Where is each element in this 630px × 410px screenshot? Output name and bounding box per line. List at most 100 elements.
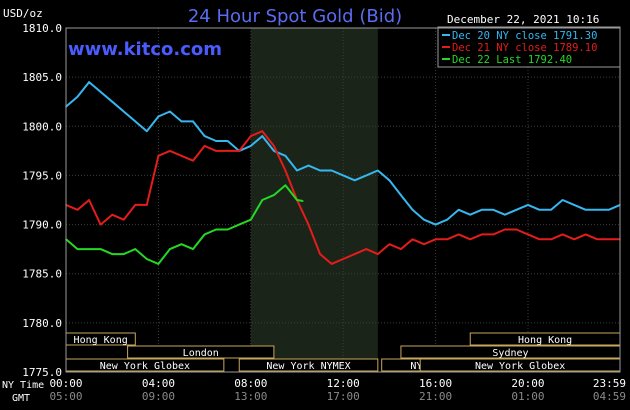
data-point [330, 169, 333, 172]
data-point [596, 238, 599, 241]
data-point [250, 145, 252, 147]
data-point [481, 209, 483, 211]
data-point [273, 150, 275, 152]
data-point [261, 135, 264, 137]
data-point [573, 204, 575, 206]
data-point [504, 228, 506, 231]
x-tick-label-gmt: 17:00 [327, 390, 360, 403]
data-point [400, 194, 402, 196]
data-point [250, 218, 252, 221]
data-point [342, 258, 345, 260]
data-point [261, 199, 264, 201]
chart-title: 24 Hour Spot Gold (Bid) [188, 6, 402, 27]
data-point [319, 253, 321, 255]
data-point [88, 248, 90, 250]
data-point [527, 233, 529, 236]
data-point [284, 169, 287, 172]
data-point [111, 213, 113, 216]
data-point [169, 110, 171, 113]
data-point [134, 204, 137, 206]
data-point [76, 96, 79, 98]
data-point [192, 159, 194, 162]
data-point [99, 91, 102, 93]
data-point [538, 209, 541, 211]
data-point [180, 155, 183, 157]
data-point [122, 253, 125, 255]
session-bar-box [127, 345, 275, 359]
data-point [157, 263, 160, 265]
data-point [180, 120, 183, 123]
data-point [388, 243, 391, 245]
data-point [446, 218, 448, 221]
data-point [365, 174, 368, 177]
data-point [146, 204, 148, 206]
y-tick-label: 1780.0 [22, 317, 62, 330]
data-point [377, 169, 379, 172]
x-tick-label-ny: 08:00 [234, 377, 267, 390]
data-point [515, 228, 518, 231]
data-point [561, 199, 564, 201]
date-label: December 22, 2021 10:16 [447, 13, 599, 26]
legend-entry: Dec 20 NY close 1791.30 [452, 30, 597, 42]
data-point [608, 209, 610, 211]
y-tick-label: 1785.0 [22, 268, 62, 281]
data-point [388, 179, 391, 182]
legend-entry: Dec 21 NY close 1789.10 [452, 42, 597, 54]
x-tick-label-gmt: 13:00 [234, 390, 267, 403]
data-point [446, 238, 448, 241]
data-point [169, 248, 171, 250]
data-point [469, 238, 472, 241]
y-unit-label: USD/oz [3, 7, 43, 20]
data-point [226, 150, 229, 152]
data-point [192, 120, 194, 123]
data-point [527, 204, 529, 206]
data-point [88, 199, 90, 201]
data-point [169, 150, 171, 152]
y-tick-label: 1795.0 [22, 169, 62, 182]
data-point [226, 140, 229, 142]
ny-time-row-label: NY Time [2, 380, 44, 391]
data-point [296, 169, 298, 172]
data-point [302, 200, 304, 202]
x-tick-label-ny: 16:00 [419, 377, 452, 390]
data-point [434, 223, 437, 226]
session-label: Hong Kong [518, 335, 572, 346]
data-point [226, 228, 229, 231]
data-point [157, 155, 160, 157]
data-point [284, 184, 287, 187]
data-point [215, 140, 217, 142]
data-point [203, 233, 206, 236]
data-point [573, 238, 575, 241]
data-point [469, 213, 472, 216]
x-tick-label-ny: 00:00 [49, 377, 82, 390]
session-label: New York Globex [475, 361, 565, 372]
data-point [608, 238, 610, 241]
data-point [111, 253, 113, 255]
x-tick-label-gmt: 04:59 [593, 390, 626, 403]
data-point [192, 248, 194, 250]
session-bar: Hong Kong [65, 332, 136, 346]
session-label: Sydney [492, 348, 528, 359]
y-tick-label: 1775.0 [22, 366, 62, 379]
data-point [319, 169, 321, 172]
data-point [88, 81, 90, 83]
data-point [146, 130, 148, 132]
data-point [250, 135, 252, 137]
y-tick-label: 1805.0 [22, 71, 62, 84]
data-point [538, 238, 541, 241]
data-point [134, 248, 137, 250]
gmt-row-label: GMT [12, 393, 30, 404]
data-point [492, 233, 495, 236]
x-tick-label-gmt: 05:00 [49, 390, 82, 403]
data-point [99, 248, 102, 250]
data-point [353, 179, 356, 182]
data-point [215, 228, 217, 231]
data-point [423, 243, 425, 245]
watermark: www.kitco.com [68, 39, 222, 60]
y-tick-label: 1810.0 [22, 22, 62, 35]
session-bar: New York Globex [65, 358, 225, 372]
data-point [122, 110, 125, 113]
x-tick-label-gmt: 21:00 [419, 390, 452, 403]
data-point [261, 130, 264, 132]
